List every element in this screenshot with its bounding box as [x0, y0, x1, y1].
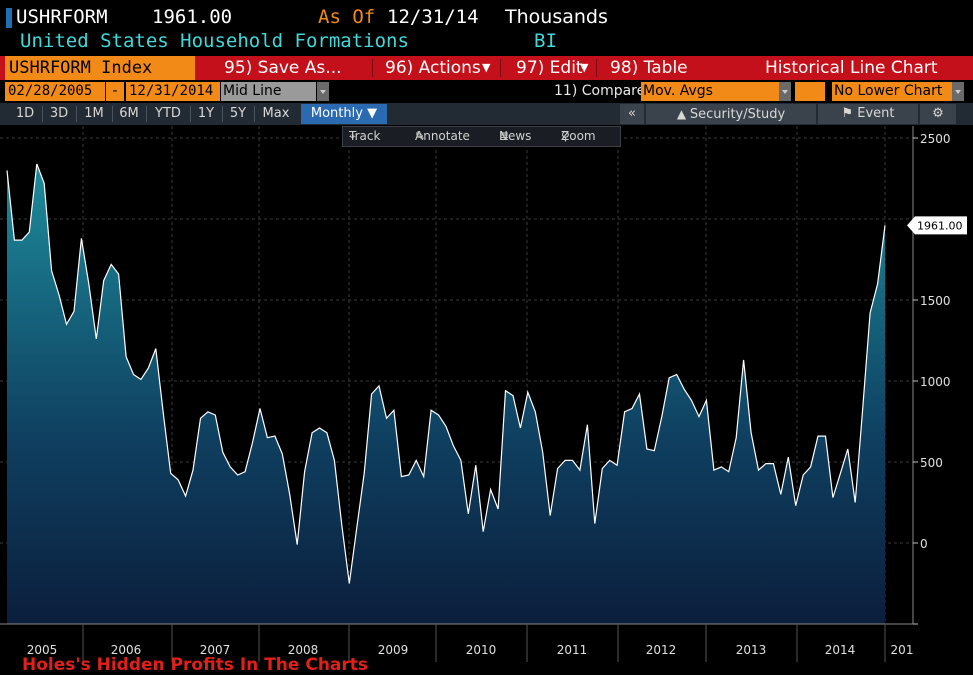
date-row: 02/28/2005 - 12/31/2014 Mid Line 11) Com…: [0, 81, 973, 102]
last-value-tag-label: 1961.00: [917, 219, 963, 232]
start-date-field[interactable]: 02/28/2005: [5, 82, 105, 101]
gear-icon: ⚙: [932, 106, 944, 121]
x-tick-label: 2010: [466, 643, 497, 657]
flag-icon: ⚑: [841, 106, 858, 121]
range-1d[interactable]: 1D: [15, 106, 35, 121]
event-label: Event: [857, 106, 895, 121]
x-tick-label: 2008: [288, 643, 319, 657]
lower-chart-select[interactable]: No Lower Chart: [832, 82, 952, 101]
lower-chart-dropdown-icon[interactable]: [952, 82, 964, 101]
series-area: [7, 163, 885, 624]
y-tick-label: 0: [920, 537, 928, 551]
collapse-button[interactable]: «: [620, 104, 644, 124]
range-1y[interactable]: 1Y: [197, 106, 215, 121]
chart-study-icon: ▲: [676, 107, 690, 121]
last-value: 1961.00: [152, 6, 233, 28]
series-name: United States Household Formations: [20, 30, 409, 52]
chart-tools: ⌖ Track ✎ Annotate ≣ News ⚲ Zoom: [342, 126, 621, 147]
range-3d[interactable]: 3D: [49, 106, 69, 121]
range-separator: [146, 106, 147, 122]
date-dash: -: [106, 82, 124, 101]
crosshair-icon: ⌖: [349, 129, 356, 143]
range-separator: [42, 106, 43, 122]
range-separator: [222, 106, 223, 122]
range-5y[interactable]: 5Y: [229, 106, 247, 121]
security-study-label: Security/Study: [689, 107, 786, 122]
period-label: Monthly: [310, 106, 363, 121]
actions-dropdown-icon[interactable]: ▼: [482, 61, 491, 74]
collapse-icon: «: [628, 106, 636, 121]
toolbar-separator: [596, 59, 597, 77]
range-separator: [254, 106, 255, 122]
range-6m[interactable]: 6M: [119, 106, 139, 121]
series-row: United States Household Formations BI: [0, 30, 973, 54]
range-separator: [190, 106, 191, 122]
magnifier-icon: ⚲: [561, 129, 570, 143]
period-dropdown-icon: ▼: [367, 106, 378, 121]
x-tick-label: 2009: [378, 643, 409, 657]
compare-extra-field[interactable]: [795, 82, 825, 101]
range-row: 1D 3D 1M 6M YTD 1Y 5Y Max Monthly ▼ « ▲ …: [0, 103, 973, 125]
compare-value: Mov. Avgs: [643, 83, 713, 99]
range-separator: [76, 106, 77, 122]
last-value-tag: [907, 216, 967, 235]
end-date-field[interactable]: 12/31/2014: [126, 82, 220, 101]
news-label: News: [499, 129, 532, 143]
toolbar-separator: [500, 59, 501, 77]
settings-button[interactable]: ⚙: [920, 104, 956, 124]
range-ytd[interactable]: YTD: [155, 106, 181, 121]
security-field[interactable]: USHRFORM Index: [5, 56, 195, 80]
series-line: [6, 163, 886, 584]
as-of-label: As Of: [318, 6, 376, 28]
x-tick-label: 2005: [27, 643, 58, 657]
y-tick-label: 1500: [920, 294, 951, 308]
y-tick-label: 500: [920, 456, 943, 470]
security-study-button[interactable]: ▲ Security/Study: [646, 104, 816, 124]
annotate-label: Annotate: [415, 129, 470, 143]
news-icon: ≣: [499, 129, 510, 143]
zoom-label: Zoom: [561, 129, 596, 143]
as-of-date: 12/31/14: [387, 6, 479, 28]
x-tick-label: 2014: [825, 643, 856, 657]
actions-button[interactable]: 96) Actions: [385, 58, 481, 78]
compare-dropdown-icon[interactable]: [779, 82, 791, 101]
table-button[interactable]: 98) Table: [610, 58, 688, 78]
x-tick-label: 2013: [736, 643, 767, 657]
edit-dropdown-icon[interactable]: ▼: [580, 61, 589, 74]
bottom-banner-text: Holes's Hidden Profits In The Charts: [22, 655, 369, 675]
event-button[interactable]: ⚑ Event: [818, 104, 918, 124]
header-row: USHRFORM 1961.00 As Of 12/31/14 Thousand…: [0, 4, 973, 29]
toolbar-separator: [372, 59, 373, 77]
x-tick-label: 2011: [557, 643, 588, 657]
track-label: Track: [349, 129, 381, 143]
source: BI: [534, 30, 557, 52]
x-tick-label: 2012: [646, 643, 677, 657]
y-tick-label: 1000: [920, 375, 951, 389]
line-chart: 2500 1500 1000 500 0 2005 2006 2007 2008 2009 201…: [0, 126, 967, 662]
x-tick-label: 2006: [111, 643, 142, 657]
chart-type-title: Historical Line Chart: [765, 58, 938, 78]
y-tick-label: 2500: [920, 132, 951, 146]
edit-button[interactable]: 97) Edit: [516, 58, 583, 78]
header-marker: [6, 8, 12, 28]
save-as-button[interactable]: 95) Save As...: [224, 58, 342, 78]
main-toolbar: USHRFORM Index 95) Save As... 96) Action…: [0, 56, 973, 80]
units: Thousands: [505, 6, 608, 28]
chart-style-dropdown-icon[interactable]: [317, 82, 329, 101]
x-tick-label: 2007: [200, 643, 231, 657]
range-1m[interactable]: 1M: [84, 106, 104, 121]
x-tick-label: 201: [891, 643, 914, 657]
ticker: USHRFORM: [16, 6, 108, 28]
compare-label: 11) Compare: [554, 83, 646, 99]
chart-style-select[interactable]: Mid Line: [221, 82, 316, 101]
pencil-icon: ✎: [415, 129, 426, 143]
range-separator: [112, 106, 113, 122]
compare-field[interactable]: Mov. Avgs: [641, 82, 779, 101]
range-max[interactable]: Max: [262, 106, 290, 121]
period-select[interactable]: Monthly ▼: [301, 104, 387, 124]
